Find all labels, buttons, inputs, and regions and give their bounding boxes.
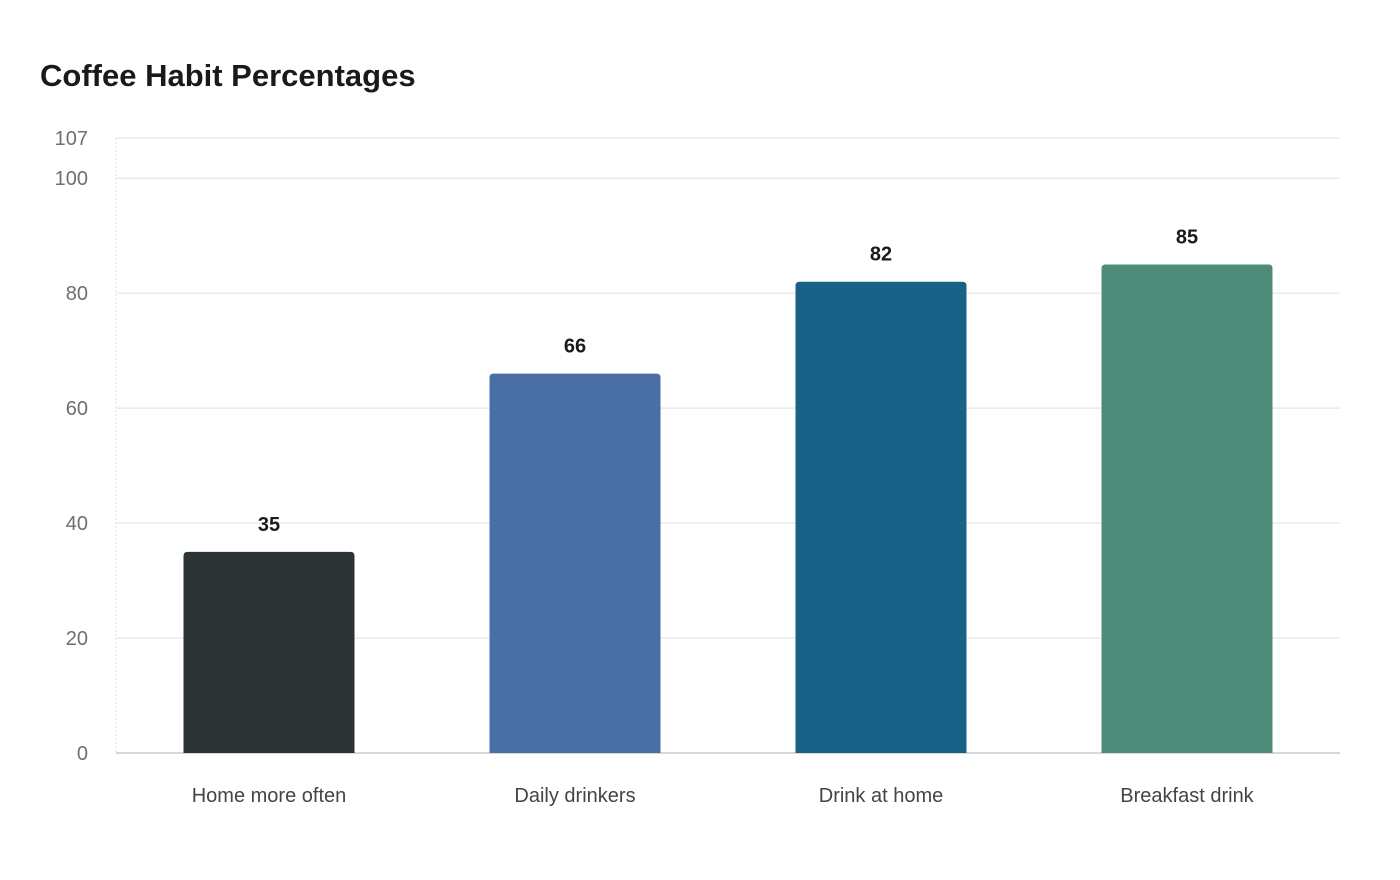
y-tick-label: 40: [66, 513, 88, 535]
bar-value-label: 66: [564, 336, 586, 358]
x-tick-label: Breakfast drink: [1120, 785, 1254, 807]
bar: [795, 281, 967, 753]
bar-value-label: 82: [870, 244, 892, 266]
bar-value-label: 35: [258, 514, 280, 536]
x-axis-labels: Home more often Daily drinkers Drink at ho…: [192, 785, 1255, 807]
bars: [183, 264, 1273, 753]
y-tick-label: 0: [77, 743, 88, 765]
y-tick-label: 80: [66, 283, 88, 305]
bar-value-label: 85: [1176, 226, 1198, 248]
bar: [1101, 264, 1273, 753]
y-tick-label: 60: [66, 398, 88, 420]
y-axis-ticks: 0 20 40 60 80 100 107: [55, 128, 88, 765]
x-tick-label: Drink at home: [819, 785, 944, 807]
value-labels: 35 66 82 85: [258, 226, 1198, 535]
bar: [489, 373, 661, 753]
y-tick-label: 107: [55, 128, 88, 150]
y-tick-label: 100: [55, 168, 88, 190]
x-tick-label: Daily drinkers: [514, 785, 635, 807]
chart-title: Coffee Habit Percentages: [40, 58, 416, 93]
bar: [183, 551, 355, 753]
y-tick-label: 20: [66, 628, 88, 650]
x-tick-label: Home more often: [192, 785, 347, 807]
